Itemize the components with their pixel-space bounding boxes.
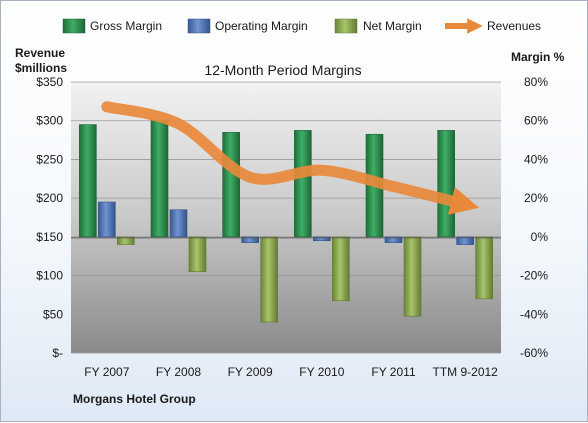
left-tick-labels: $- $50 $100 $150 $200 $250 $300 $350 [36, 75, 63, 360]
net-margin-bar [117, 236, 135, 245]
gross-margin-bar [150, 120, 169, 238]
category-label: FY 2009 [228, 365, 273, 379]
left-tick-label: $50 [43, 307, 63, 321]
operating-margin-bar [169, 209, 188, 238]
legend-label-net-margin: Net Margin [363, 19, 422, 33]
right-tick-label: 40% [524, 152, 548, 166]
category-label: FY 2008 [156, 365, 201, 379]
right-tick-label: -60% [520, 346, 548, 360]
legend-swatch-gross-margin [62, 18, 86, 34]
operating-margin-bar [241, 236, 259, 243]
left-tick-label: $100 [36, 269, 63, 283]
legend-swatch-operating-margin [187, 18, 211, 34]
company-name: Morgans Hotel Group [73, 392, 196, 406]
right-tick-label: 20% [524, 191, 548, 205]
net-margin-bar [260, 236, 278, 323]
operating-margin-bar [384, 236, 403, 243]
right-tick-label: -40% [520, 307, 548, 321]
gross-margin-bar [222, 132, 240, 238]
left-axis-label-line2: $millions [15, 61, 67, 75]
operating-margin-bar [456, 236, 474, 245]
bars [79, 120, 493, 323]
legend-label-revenues: Revenues [487, 19, 541, 33]
net-margin-bar [332, 236, 350, 302]
left-tick-label: $150 [36, 230, 63, 244]
category-labels: FY 2007 FY 2008 FY 2009 FY 2010 FY 2011 TTM 9… [84, 365, 498, 379]
left-tick-label: $- [52, 346, 63, 360]
right-tick-label: -20% [520, 269, 548, 283]
revenues-line [101, 101, 480, 215]
net-margin-bar [403, 236, 422, 317]
left-tick-label: $200 [36, 191, 63, 205]
plot-area [71, 82, 501, 353]
gross-margin-bar [79, 124, 97, 238]
gross-margin-bar [294, 130, 312, 238]
left-axis-label-line1: Revenue [15, 46, 65, 60]
right-tick-label: 0% [531, 230, 549, 244]
gridlines [71, 81, 501, 354]
category-label: FY 2010 [299, 365, 344, 379]
revenues-line-path [101, 101, 480, 215]
category-label: TTM 9-2012 [432, 365, 498, 379]
legend-swatch-net-margin [334, 18, 358, 34]
net-margin-bar [188, 236, 207, 273]
chart-title: 12-Month Period Margins [204, 62, 361, 78]
operating-margin-bar [98, 201, 116, 238]
left-tick-label: $250 [36, 152, 63, 166]
right-tick-labels: -60% -40% -20% 0% 20% 40% 60% 80% [520, 75, 548, 360]
category-label: FY 2011 [371, 365, 416, 379]
gross-margin-bar [437, 130, 455, 238]
right-tick-label: 80% [524, 75, 548, 89]
right-axis-label: Margin % [511, 50, 565, 64]
net-margin-bar [475, 236, 493, 300]
right-tick-label: 60% [524, 114, 548, 128]
left-tick-label: $350 [36, 75, 63, 89]
category-label: FY 2007 [84, 365, 129, 379]
left-tick-label: $300 [36, 114, 63, 128]
operating-margin-bar [313, 236, 331, 242]
legend-label-gross-margin: Gross Margin [90, 19, 162, 33]
legend: Gross Margin Operating Margin Net Margin… [62, 18, 541, 34]
legend-label-operating-margin: Operating Margin [215, 19, 308, 33]
